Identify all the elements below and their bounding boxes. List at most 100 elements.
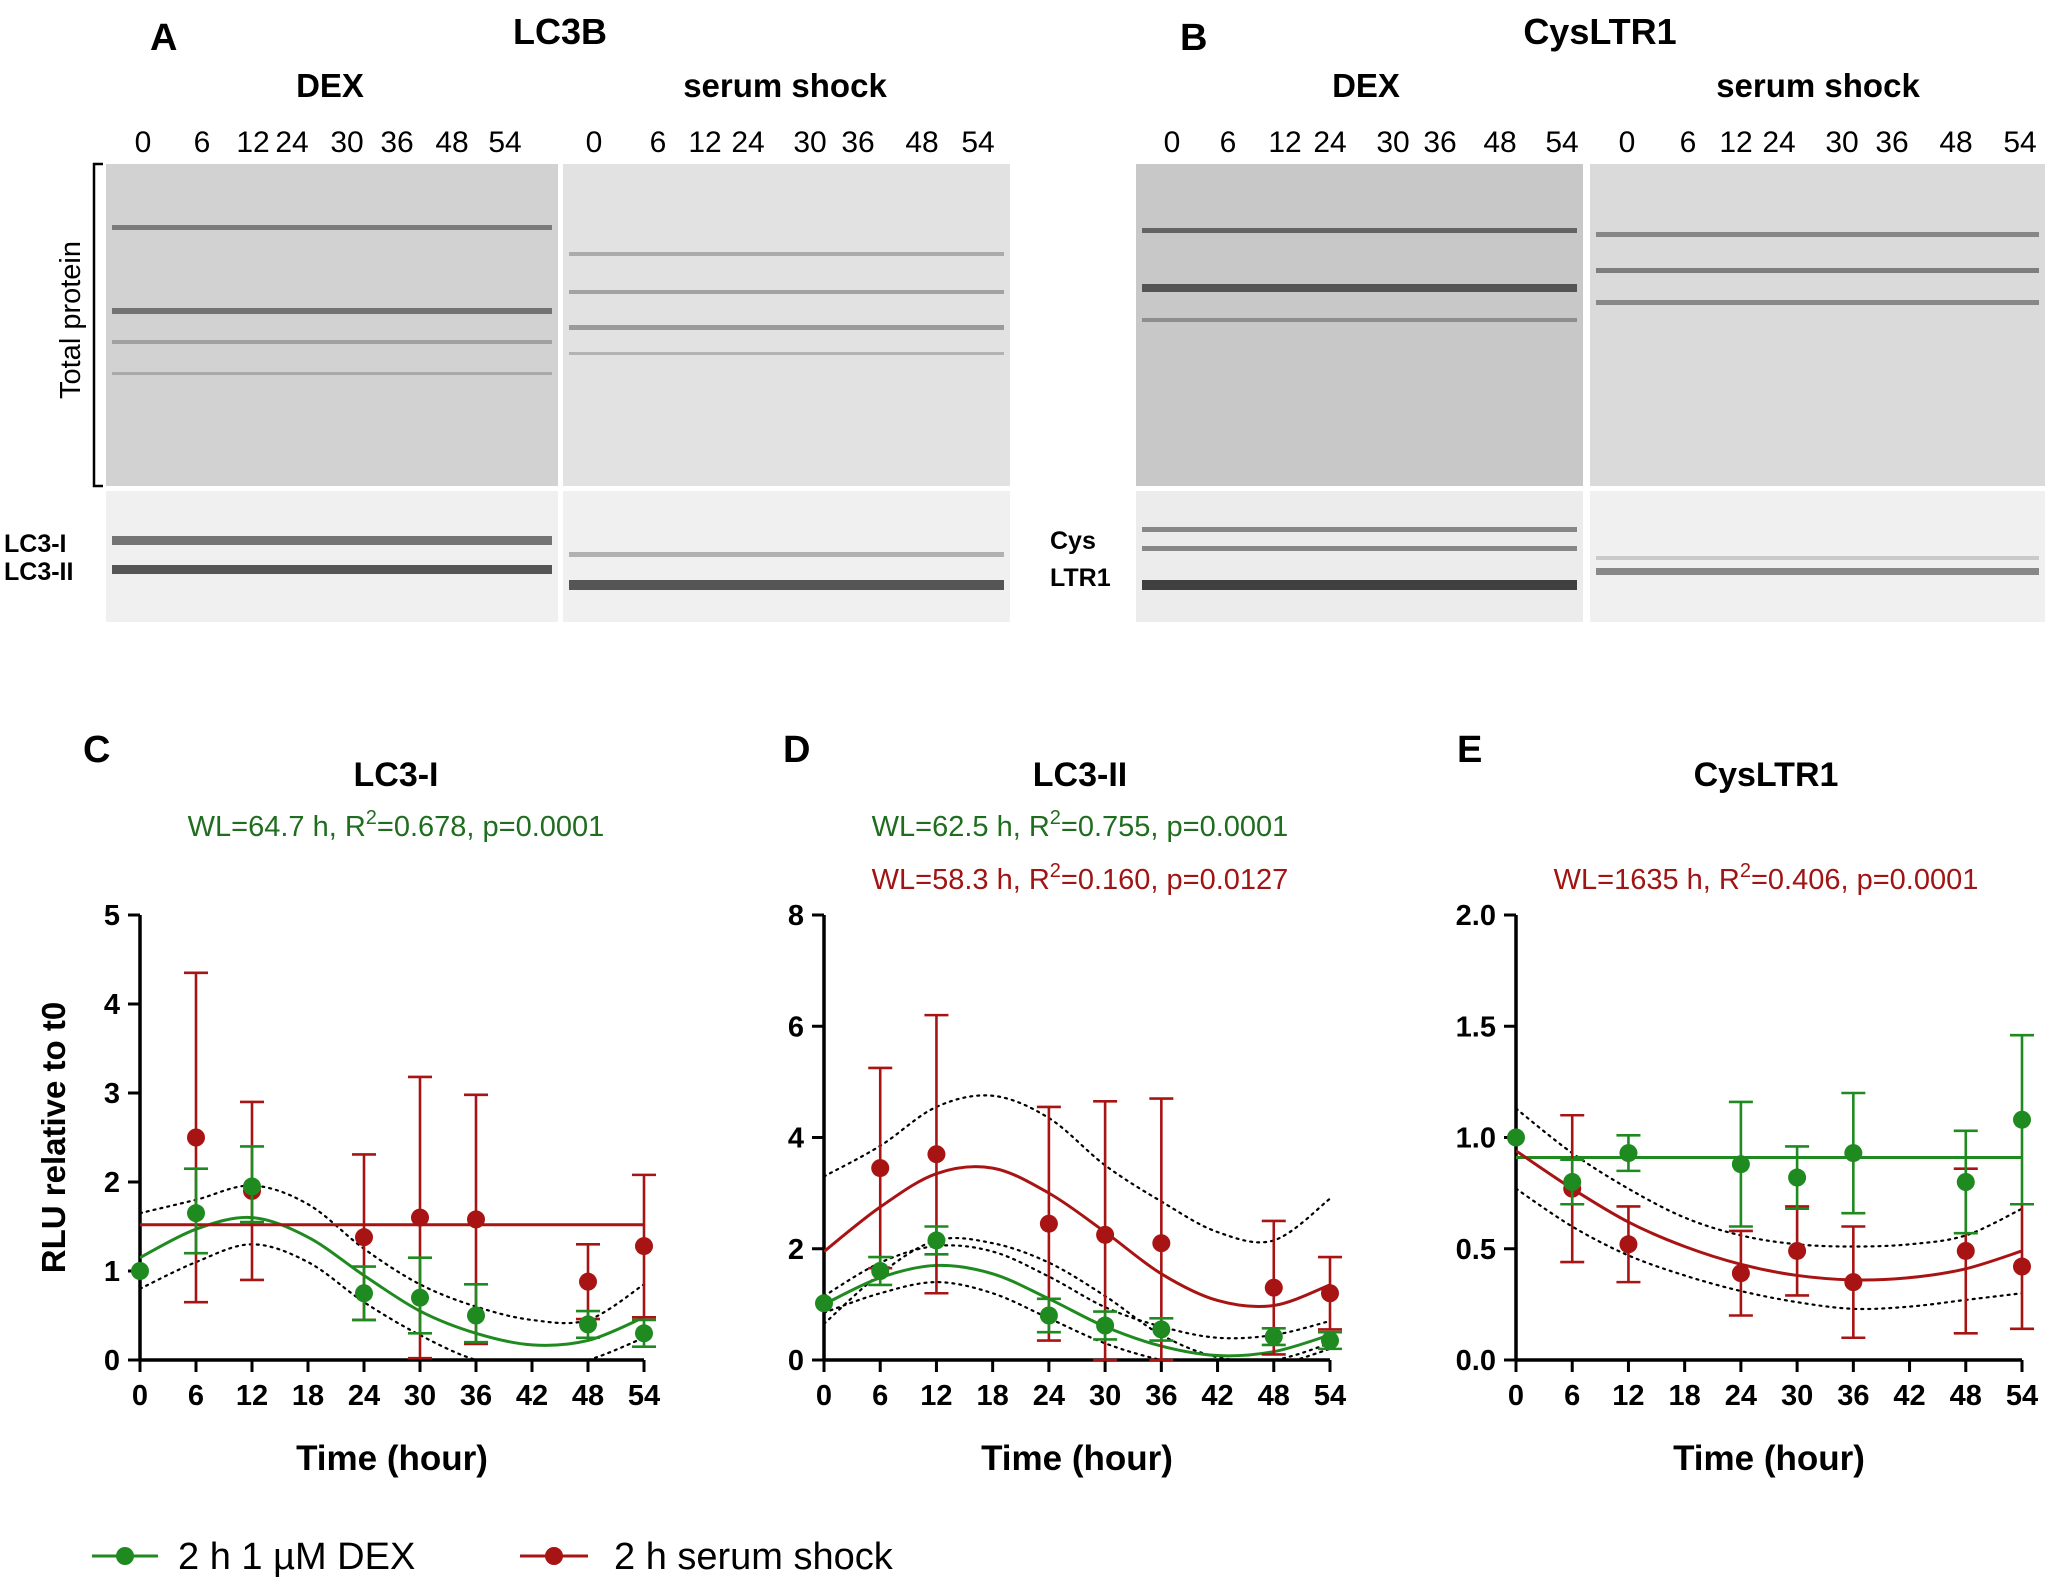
x-tick-label: 12	[920, 1380, 952, 1412]
gel-band	[112, 340, 552, 344]
lane-label: 6	[194, 126, 211, 159]
data-point-serum	[1844, 1273, 1863, 1292]
x-axis-label: Time (hour)	[296, 1439, 488, 1478]
lane-label: 36	[1423, 126, 1456, 159]
x-tick-label: 24	[1725, 1380, 1757, 1412]
legend: 2 h 1 µM DEX 2 h serum shock	[92, 1536, 894, 1578]
chart-title: LC3-II	[1033, 756, 1127, 794]
fit-curve-dex	[824, 1263, 1331, 1358]
data-point-dex	[2013, 1110, 2031, 1129]
data-point-dex	[579, 1315, 597, 1334]
legend-marker-serum	[545, 1547, 563, 1565]
blot-panel-b: B CysLTR1 DEX serum shock 0 6 12 24 30 36 48 54…	[1050, 11, 2045, 622]
gel-band	[569, 352, 1004, 355]
data-point-dex	[1619, 1144, 1638, 1163]
lane-label: 6	[650, 126, 667, 159]
lane-labels-a-serum: 0 6 12 24 30 36 48 54	[586, 126, 995, 159]
data-point-serum	[1956, 1241, 1975, 1260]
gel-band	[112, 536, 552, 545]
gel-band	[1142, 546, 1577, 551]
gel-band	[569, 325, 1004, 330]
lane-label: 12	[1719, 126, 1752, 159]
data-point-serum	[1152, 1234, 1171, 1253]
data-point-serum	[411, 1208, 429, 1227]
data-point-serum	[1264, 1278, 1283, 1297]
data-point-dex	[1844, 1144, 1863, 1163]
x-tick-label: 6	[188, 1380, 204, 1412]
gel-band	[1596, 300, 2039, 305]
x-tick-label: 42	[1201, 1380, 1233, 1412]
gel-a-dex-band	[106, 491, 558, 622]
gel-b-serum-total	[1590, 164, 2045, 486]
chart-title: CysLTR1	[1694, 756, 1839, 794]
lane-label: 36	[380, 126, 413, 159]
x-tick-label: 24	[1033, 1380, 1065, 1412]
lane-label: 54	[1545, 126, 1578, 159]
total-protein-label: Total protein	[55, 241, 87, 399]
x-tick-label: 36	[1145, 1380, 1177, 1412]
y-axis-label: RLU relative to t0	[35, 1002, 72, 1273]
gel-band	[569, 290, 1004, 294]
lane-label: 30	[793, 126, 826, 159]
x-tick-label: 6	[1564, 1380, 1580, 1412]
confidence-band-lower	[140, 1243, 646, 1360]
y-tick-label: 1.0	[1456, 1123, 1496, 1155]
gel-a-dex-total	[106, 164, 558, 486]
data-point-serum	[635, 1237, 653, 1256]
data-point-dex	[871, 1262, 890, 1280]
data-point-dex	[635, 1324, 653, 1343]
data-point-serum	[1619, 1235, 1638, 1254]
gel-band	[569, 552, 1004, 557]
lane-label: 0	[135, 126, 152, 159]
panel-label: D	[783, 729, 810, 771]
panel-label-a: A	[150, 17, 177, 59]
gel-band	[112, 372, 552, 375]
data-point-dex	[243, 1177, 261, 1196]
chart-title: LC3-I	[354, 756, 439, 794]
confidence-band-lower	[824, 1236, 1332, 1360]
data-point-dex	[1731, 1155, 1750, 1174]
lane-label: 12	[688, 126, 721, 159]
data-point-serum	[1731, 1264, 1750, 1283]
gel-a-bands	[112, 225, 1004, 590]
x-tick-label: 12	[1612, 1380, 1644, 1412]
lane-label: 30	[1376, 126, 1409, 159]
data-point-dex	[815, 1294, 833, 1313]
data-point-serum	[2013, 1257, 2031, 1276]
y-tick-label: 0	[788, 1345, 804, 1377]
lane-label: 48	[905, 126, 938, 159]
fit-annotation-sup: 2	[1050, 807, 1061, 829]
gel-band	[569, 580, 1004, 590]
lane-label: 6	[1680, 126, 1697, 159]
blot-title-a: LC3B	[513, 11, 607, 52]
lane-label: 48	[1483, 126, 1516, 159]
x-tick-label: 48	[1950, 1380, 1982, 1412]
x-tick-label: 24	[348, 1380, 380, 1412]
x-tick-label: 54	[628, 1380, 660, 1412]
band-label-cys: Cys	[1050, 527, 1096, 555]
x-axis-label: Time (hour)	[981, 1439, 1173, 1478]
blot-group-b-serum: serum shock	[1716, 67, 1920, 104]
data-point-dex	[927, 1231, 946, 1250]
fit-annotation: WL=62.5 h, R2=0.755, p=0.0001	[872, 807, 1289, 843]
lane-label: 12	[1268, 126, 1301, 159]
lane-label: 0	[1164, 126, 1181, 159]
y-tick-label: 6	[788, 1011, 804, 1043]
data-point-serum	[871, 1159, 890, 1178]
fit-annotation-text: WL=1635 h, R	[1554, 864, 1740, 896]
fit-annotation: WL=58.3 h, R2=0.160, p=0.0127	[872, 860, 1289, 896]
gel-band	[1142, 580, 1577, 590]
x-tick-label: 36	[460, 1380, 492, 1412]
y-tick-label: 2	[788, 1234, 804, 1266]
lane-label: 0	[586, 126, 603, 159]
gel-a-serum-band	[563, 491, 1010, 622]
legend-item-dex: 2 h 1 µM DEX	[92, 1536, 415, 1578]
data-point-dex	[1321, 1331, 1339, 1350]
x-tick-label: 36	[1837, 1380, 1869, 1412]
data-point-dex	[187, 1204, 205, 1223]
y-tick-label: 2	[104, 1167, 120, 1199]
legend-marker-dex	[116, 1547, 134, 1565]
